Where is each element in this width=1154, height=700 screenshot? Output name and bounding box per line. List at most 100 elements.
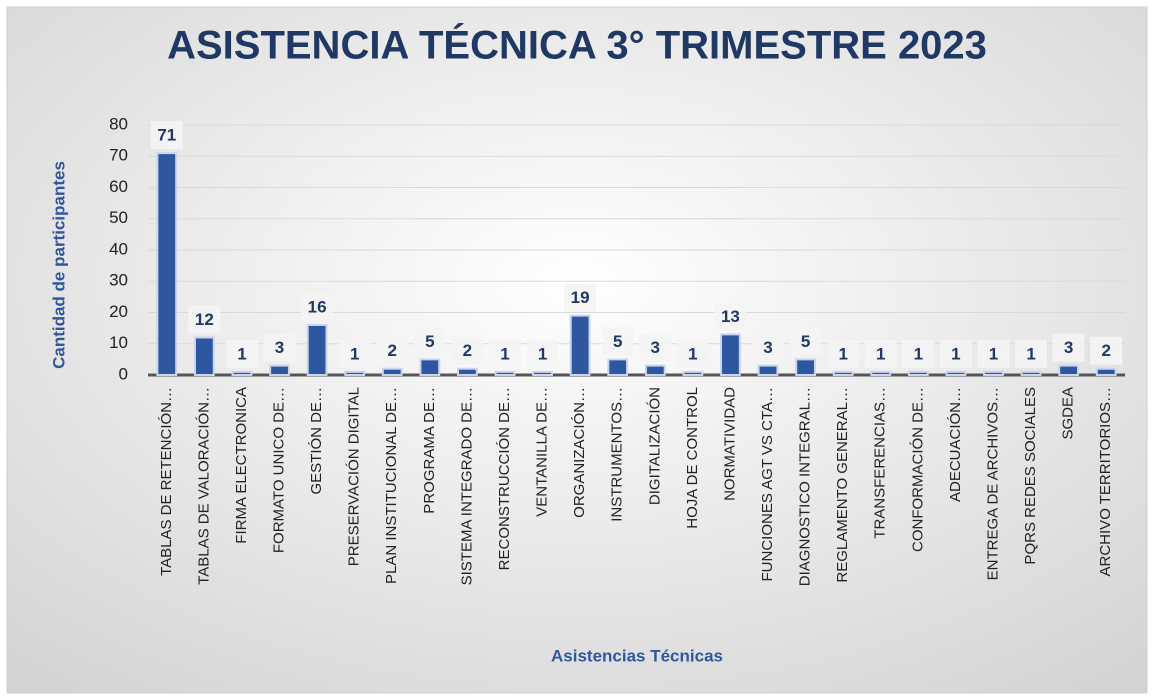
data-label-box (752, 333, 785, 362)
data-label-box (902, 339, 935, 368)
bar (1058, 364, 1080, 376)
data-label-box (676, 339, 709, 368)
bar (644, 364, 666, 376)
data-label: 12 (195, 310, 214, 329)
bar (832, 370, 854, 376)
x-tick-label: PRESERVACIÓN DIGITAL (346, 387, 363, 566)
y-tick-label: 30 (109, 271, 128, 290)
x-tick-label: FORMATO UNICO DE… (270, 387, 287, 553)
data-label-box (1052, 333, 1085, 362)
y-tick-label: 0 (119, 364, 128, 383)
data-label-box (413, 327, 446, 356)
bar (945, 370, 967, 376)
data-label: 2 (463, 341, 472, 360)
x-tick-label: SISTEMA INTEGRADO DE… (458, 387, 475, 585)
y-tick-label: 60 (109, 177, 128, 196)
x-tick-label: ENTREGA DE ARCHIVOS… (984, 387, 1001, 580)
bar (419, 358, 441, 376)
data-label: 13 (721, 307, 740, 326)
x-tick-label: HOJA DE CONTROL (684, 387, 701, 529)
y-axis-label: Cantidad de participantes (49, 161, 68, 369)
bar (532, 370, 553, 376)
y-tick-label: 20 (109, 302, 128, 321)
data-label-box (601, 327, 634, 356)
data-label: 71 (157, 126, 176, 145)
bar (1020, 370, 1042, 376)
bar (720, 333, 741, 376)
x-tick-label: FUNCIONES AGT VS CTA… (759, 387, 776, 581)
data-label: 3 (1064, 338, 1073, 357)
data-label-box (1015, 339, 1048, 368)
x-tick-label: CONFORMACIÓN DE… (909, 387, 926, 552)
data-label-box (225, 339, 258, 368)
bar (907, 370, 929, 376)
data-label-box (150, 121, 183, 150)
data-label: 1 (876, 344, 885, 363)
x-tick-label: PROGRAMA DE… (421, 387, 438, 514)
y-tick-label: 70 (109, 146, 128, 165)
data-label: 1 (350, 344, 359, 363)
data-label-box (639, 333, 672, 362)
data-label: 1 (1026, 344, 1035, 363)
bar (870, 370, 892, 376)
data-label: 5 (801, 332, 810, 351)
x-tick-label: ADECUACIÓN… (947, 387, 964, 502)
data-label-box (338, 339, 371, 368)
x-axis-label: Asistencias Técnicas (551, 646, 723, 665)
data-label-box (451, 336, 484, 365)
x-tick-label: DIAGNOSTICO INTEGRAL… (797, 387, 814, 586)
data-label-box (977, 339, 1010, 368)
chart-title: ASISTENCIA TÉCNICA 3° TRIMESTRE 2023 (167, 23, 987, 68)
x-tick-label: TABLAS DE VALORACIÓN… (195, 387, 212, 585)
data-label-box (827, 339, 860, 368)
data-label: 1 (838, 344, 847, 363)
data-label-box (564, 283, 597, 312)
data-label: 2 (388, 341, 397, 360)
data-label: 3 (651, 338, 660, 357)
x-tick-label: GESTIÓN DE… (308, 387, 325, 495)
data-label-box (301, 293, 334, 321)
data-label: 1 (688, 344, 697, 363)
data-label: 5 (425, 332, 434, 351)
x-tick-label: FIRMA ELECTRONICA (233, 387, 250, 544)
bar (494, 370, 516, 376)
bar (682, 370, 704, 376)
data-label: 1 (538, 344, 547, 363)
data-label-box (263, 333, 296, 362)
bar (795, 358, 816, 376)
data-label: 19 (571, 288, 590, 307)
bar (231, 370, 253, 376)
y-tick-label: 40 (109, 239, 128, 258)
data-label: 16 (308, 297, 327, 316)
data-label: 1 (237, 344, 246, 363)
bar (381, 367, 403, 376)
data-label-box (488, 339, 521, 368)
data-label: 2 (1101, 341, 1110, 360)
bar (156, 152, 178, 376)
x-tick-label: PLAN INSTITUCIONAL DE… (383, 387, 400, 584)
data-label-box (526, 339, 559, 368)
x-tick-label: NORMATIVIDAD (721, 387, 738, 501)
x-tick-label: SGDEA (1060, 387, 1077, 440)
y-tick-label: 10 (109, 333, 128, 352)
x-tick-label: TABLAS DE RETENCIÓN… (158, 387, 175, 576)
x-tick-label: ARCHIVO TERRITORIOS… (1097, 387, 1114, 576)
bar (344, 370, 366, 376)
x-tick-label: DIGITALIZACIÓN (646, 387, 663, 505)
data-label: 3 (763, 338, 772, 357)
data-label-box (864, 339, 897, 368)
y-tick-label: 50 (109, 208, 128, 227)
bar (569, 314, 591, 376)
x-tick-label: VENTANILLA DE… (534, 387, 551, 517)
data-label-box (1090, 336, 1123, 365)
bar (193, 336, 215, 376)
data-label-box (789, 327, 822, 356)
bar (983, 370, 1004, 376)
data-label: 3 (275, 338, 284, 357)
x-tick-label: RECONSTRUCCIÓN DE… (496, 387, 513, 570)
x-tick-label: TRANSFERENCIAS… (872, 387, 889, 539)
x-tick-label: REGLAMENTO GENERAL… (834, 387, 851, 583)
bar (1095, 367, 1117, 376)
x-tick-label: PQRS REDES SOCIALES (1022, 387, 1039, 565)
